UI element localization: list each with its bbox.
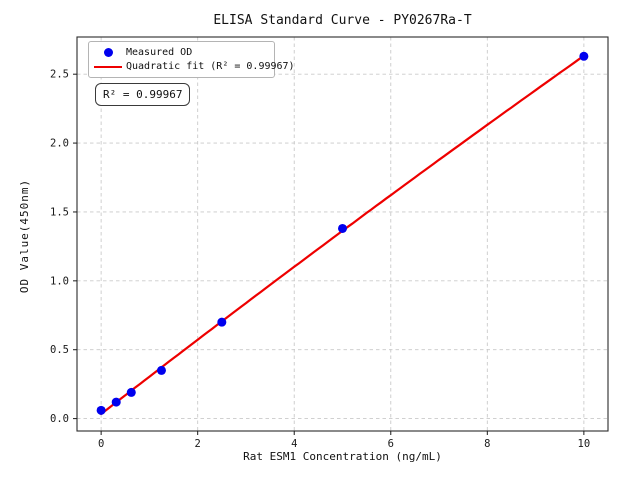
- legend-label: Quadratic fit (R² = 0.99967): [126, 61, 295, 73]
- legend: Measured OD Quadratic fit (R² = 0.99967): [88, 41, 295, 78]
- data-point: [338, 223, 347, 233]
- x-tick-label: 0: [98, 438, 104, 450]
- legend-item-measured-od: Measured OD: [93, 45, 270, 60]
- legend-item-quadratic-fit: Quadratic fit (R² = 0.99967): [93, 60, 295, 75]
- quadratic-fit-line: [99, 54, 586, 415]
- data-point: [156, 365, 166, 375]
- data-point: [96, 405, 106, 415]
- chart-title: ELISA Standard Curve - PY0267Ra-T: [213, 13, 472, 28]
- y-tick-label: 1.5: [50, 206, 69, 218]
- y-tick-label: 1.0: [50, 275, 69, 287]
- legend-label: Measured OD: [126, 46, 193, 58]
- scatter-marker-icon: [103, 47, 113, 57]
- x-tick-label: 10: [578, 438, 591, 450]
- x-tick-label: 8: [484, 438, 490, 450]
- y-tick-label: 2.0: [50, 138, 69, 150]
- legend-marker-area: [93, 65, 123, 68]
- y-axis-label: OD Value(450nm): [18, 178, 31, 294]
- x-axis-label: Rat ESM1 Concentration (ng/mL): [243, 450, 442, 463]
- x-tick-label: 6: [388, 438, 394, 450]
- data-point: [111, 397, 121, 407]
- y-tick-label: 2.5: [50, 69, 69, 81]
- fit-line-icon: [94, 65, 122, 68]
- y-tick-label: 0.0: [50, 413, 69, 425]
- legend-marker-area: [93, 47, 123, 57]
- x-tick-label: 2: [195, 438, 201, 450]
- plot-frame: [76, 36, 609, 432]
- y-tick-label: 0.5: [50, 344, 69, 356]
- r-squared-annotation: R² = 0.99967: [95, 83, 191, 106]
- x-tick-label: 4: [291, 438, 297, 450]
- data-point: [126, 387, 136, 397]
- data-point: [217, 317, 227, 327]
- data-point: [579, 51, 589, 61]
